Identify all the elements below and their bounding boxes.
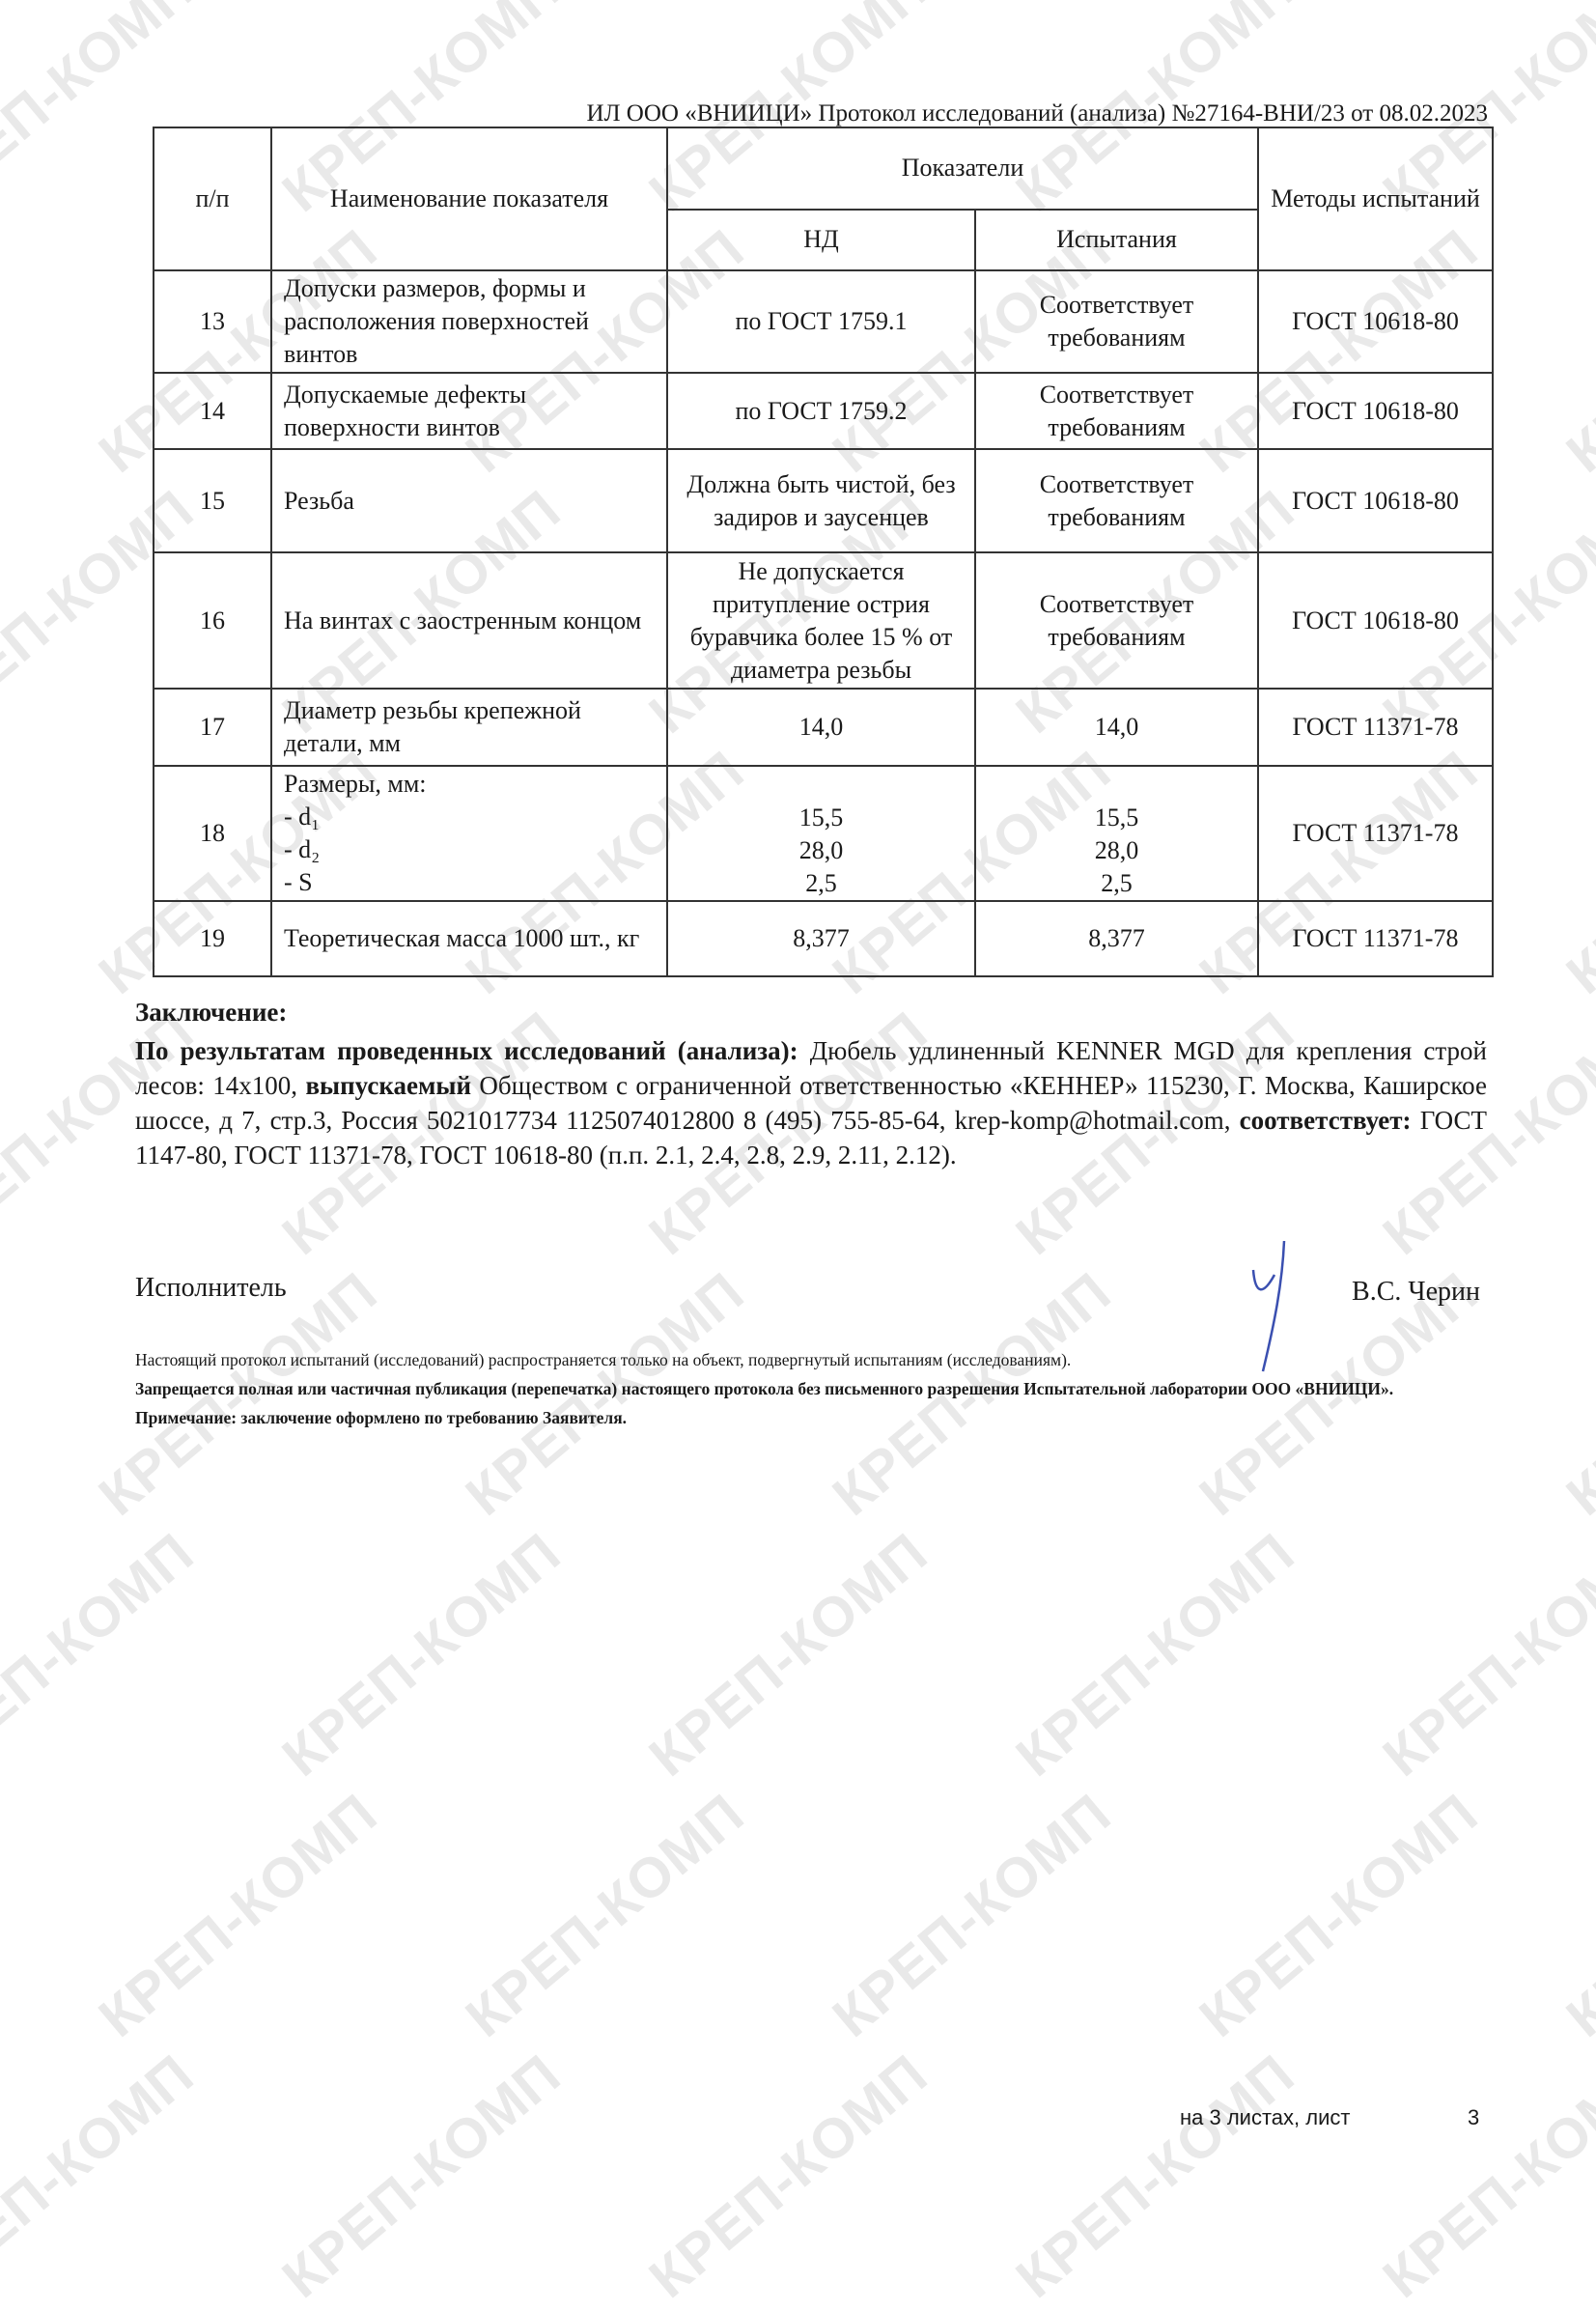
row-name: Допуски размеров, формы и расположения п… — [270, 269, 668, 374]
watermark-logo: КРЕП-КОМП — [1554, 1782, 1596, 2049]
table-row: 13 Допуски размеров, формы и расположени… — [153, 269, 1494, 374]
conclusion-bold2: выпускаемый — [305, 1071, 472, 1100]
watermark-logo: КРЕП-КОМП — [637, 1521, 939, 1789]
watermark-logo: КРЕП-КОМП — [270, 2043, 573, 2310]
conclusion-part2: Обществом с ограниченной ответственность… — [135, 1071, 1487, 1135]
row-method: ГОСТ 10618-80 — [1257, 448, 1494, 553]
row-method: ГОСТ 10618-80 — [1257, 551, 1494, 690]
conclusion-lead: По результатам проведенных исследований … — [135, 1036, 798, 1065]
executor-label: Исполнитель — [135, 1273, 287, 1303]
watermark-logo: КРЕП-КОМП — [87, 1782, 389, 2049]
note-prohibition: Запрещается полная или частичная публика… — [135, 1379, 1394, 1398]
row-name: Диаметр резьбы крепежной детали, мм — [270, 688, 668, 767]
conclusion-part1: Дюбель удлиненный KENNER MGD для креплен… — [135, 1036, 1487, 1100]
row-num: 15 — [153, 448, 272, 553]
col-nd-header: НД — [666, 208, 976, 272]
row-test: Соответствует требованиям — [974, 448, 1259, 553]
watermark-logo: КРЕП-КОМП — [0, 1521, 206, 1789]
row-method: ГОСТ 10618-80 — [1257, 269, 1494, 374]
row-test: Соответствует требованиям — [974, 269, 1259, 374]
watermark-logo: КРЕП-КОМП — [270, 1521, 573, 1789]
table-row: 16 На винтах с заостренным концом Не доп… — [153, 551, 1494, 690]
footer-sheets: на 3 листах, лист — [1180, 2105, 1351, 2129]
watermark-logo: КРЕП-КОМП — [454, 1782, 756, 2049]
row-name: Допускаемые дефекты поверхности винтов — [270, 372, 668, 450]
conclusion-part3: ГОСТ 1147-80, ГОСТ 11371-78, ГОСТ 10618-… — [135, 1106, 1487, 1170]
test-d2: 28,0 — [1094, 836, 1139, 864]
table-row: 14 Допускаемые дефекты поверхности винто… — [153, 372, 1494, 450]
col-methods-header: Методы испытаний — [1257, 127, 1494, 271]
watermark-logo: КРЕП-КОМП — [637, 2043, 939, 2310]
row-nd: 14,0 — [666, 688, 976, 767]
test-d1: 15,5 — [1094, 803, 1139, 831]
watermark-logo: КРЕП-КОМП — [1371, 2043, 1596, 2310]
note-remark: Примечание: заключение оформлено по треб… — [135, 1408, 628, 1427]
row-name: Размеры, мм: - d₁ - d₂ - S — [270, 765, 668, 902]
row-name: На винтах с заостренным концом — [270, 551, 668, 690]
nd-d2: 28,0 — [798, 836, 844, 864]
watermark-logo: КРЕП-КОМП — [1554, 217, 1596, 485]
watermark-logo: КРЕП-КОМП — [821, 1782, 1123, 2049]
row-test: 8,377 — [974, 900, 1259, 977]
row-nd: по ГОСТ 1759.2 — [666, 372, 976, 450]
results-table: п/п Наименование показателя Показатели М… — [153, 127, 1494, 977]
row-method: ГОСТ 11371-78 — [1257, 900, 1494, 977]
table-subheader-row: НД Испытания — [154, 208, 1493, 272]
row-sub-d2: - d₂ — [284, 835, 321, 863]
signer-name: В.С. Черин — [1352, 1277, 1480, 1307]
watermark-logo: КРЕП-КОМП — [1188, 1782, 1490, 2049]
watermark-logo: КРЕП-КОМП — [1554, 739, 1596, 1006]
nd-s: 2,5 — [805, 869, 837, 897]
col-name-header: Наименование показателя — [270, 127, 668, 271]
table-row: 15 Резьба Должна быть чистой, без задиро… — [153, 448, 1494, 553]
signature — [1251, 1240, 1286, 1372]
protocol-header: ИЛ ООО «ВНИИЦИ» Протокол исследований (а… — [586, 100, 1488, 127]
row-name: Резьба — [270, 448, 668, 553]
row-num: 19 — [153, 900, 272, 977]
row-method: ГОСТ 10618-80 — [1257, 372, 1494, 450]
row-test: 14,0 — [974, 688, 1259, 767]
watermark-logo: КРЕП-КОМП — [1554, 1260, 1596, 1528]
test-s: 2,5 — [1101, 869, 1133, 897]
row-nd: 8,377 — [666, 900, 976, 977]
conclusion: Заключение: По результатам проведенных и… — [135, 995, 1487, 1172]
row-nd: 15,5 28,0 2,5 — [666, 765, 976, 902]
row-num: 16 — [153, 551, 272, 690]
conclusion-title: Заключение: — [135, 998, 288, 1027]
row-test: Соответствует требованиям — [974, 372, 1259, 450]
row-nd: по ГОСТ 1759.1 — [666, 269, 976, 374]
table-row: 17 Диаметр резьбы крепежной детали, мм 1… — [153, 688, 1494, 767]
page-number: 3 — [1468, 2105, 1480, 2129]
row-test: Соответствует требованиям — [974, 551, 1259, 690]
row-num: 18 — [153, 765, 272, 902]
row-sub-s: - S — [284, 868, 313, 896]
watermark-logo: КРЕП-КОМП — [1371, 1521, 1596, 1789]
col-num-header: п/п — [153, 127, 272, 271]
row-nd: Не допускается притупление острия буравч… — [666, 551, 976, 690]
row-sub-d1: - d₁ — [284, 803, 321, 831]
note-scope: Настоящий протокол испытаний (исследован… — [135, 1350, 1072, 1369]
row-method: ГОСТ 11371-78 — [1257, 765, 1494, 902]
notes: Настоящий протокол испытаний (исследован… — [135, 1345, 1487, 1432]
row-method: ГОСТ 11371-78 — [1257, 688, 1494, 767]
row-num: 14 — [153, 372, 272, 450]
col-tests-header: Испытания — [974, 208, 1259, 272]
nd-d1: 15,5 — [798, 803, 844, 831]
watermark-logo: КРЕП-КОМП — [1004, 1521, 1306, 1789]
table-header-row: п/п Наименование показателя Показатели М… — [153, 127, 1494, 271]
row-test: 15,5 28,0 2,5 — [974, 765, 1259, 902]
row-nd: Должна быть чистой, без задиров и заусен… — [666, 448, 976, 553]
row-num: 13 — [153, 269, 272, 374]
row-name: Теоретическая масса 1000 шт., кг — [270, 900, 668, 977]
conclusion-text: По результатам проведенных исследований … — [135, 1033, 1487, 1172]
table-row: 18 Размеры, мм: - d₁ - d₂ - S 15,5 28,0 … — [153, 765, 1494, 902]
watermark-logo: КРЕП-КОМП — [0, 2043, 206, 2310]
row-num: 17 — [153, 688, 272, 767]
row-name-title: Размеры, мм: — [284, 770, 427, 798]
watermark-logo: КРЕП-КОМП — [1004, 2043, 1306, 2310]
table-row: 19 Теоретическая масса 1000 шт., кг 8,37… — [153, 900, 1494, 977]
conclusion-bold3: соответствует: — [1239, 1106, 1412, 1135]
col-indicators-header: Показатели — [666, 127, 1259, 211]
